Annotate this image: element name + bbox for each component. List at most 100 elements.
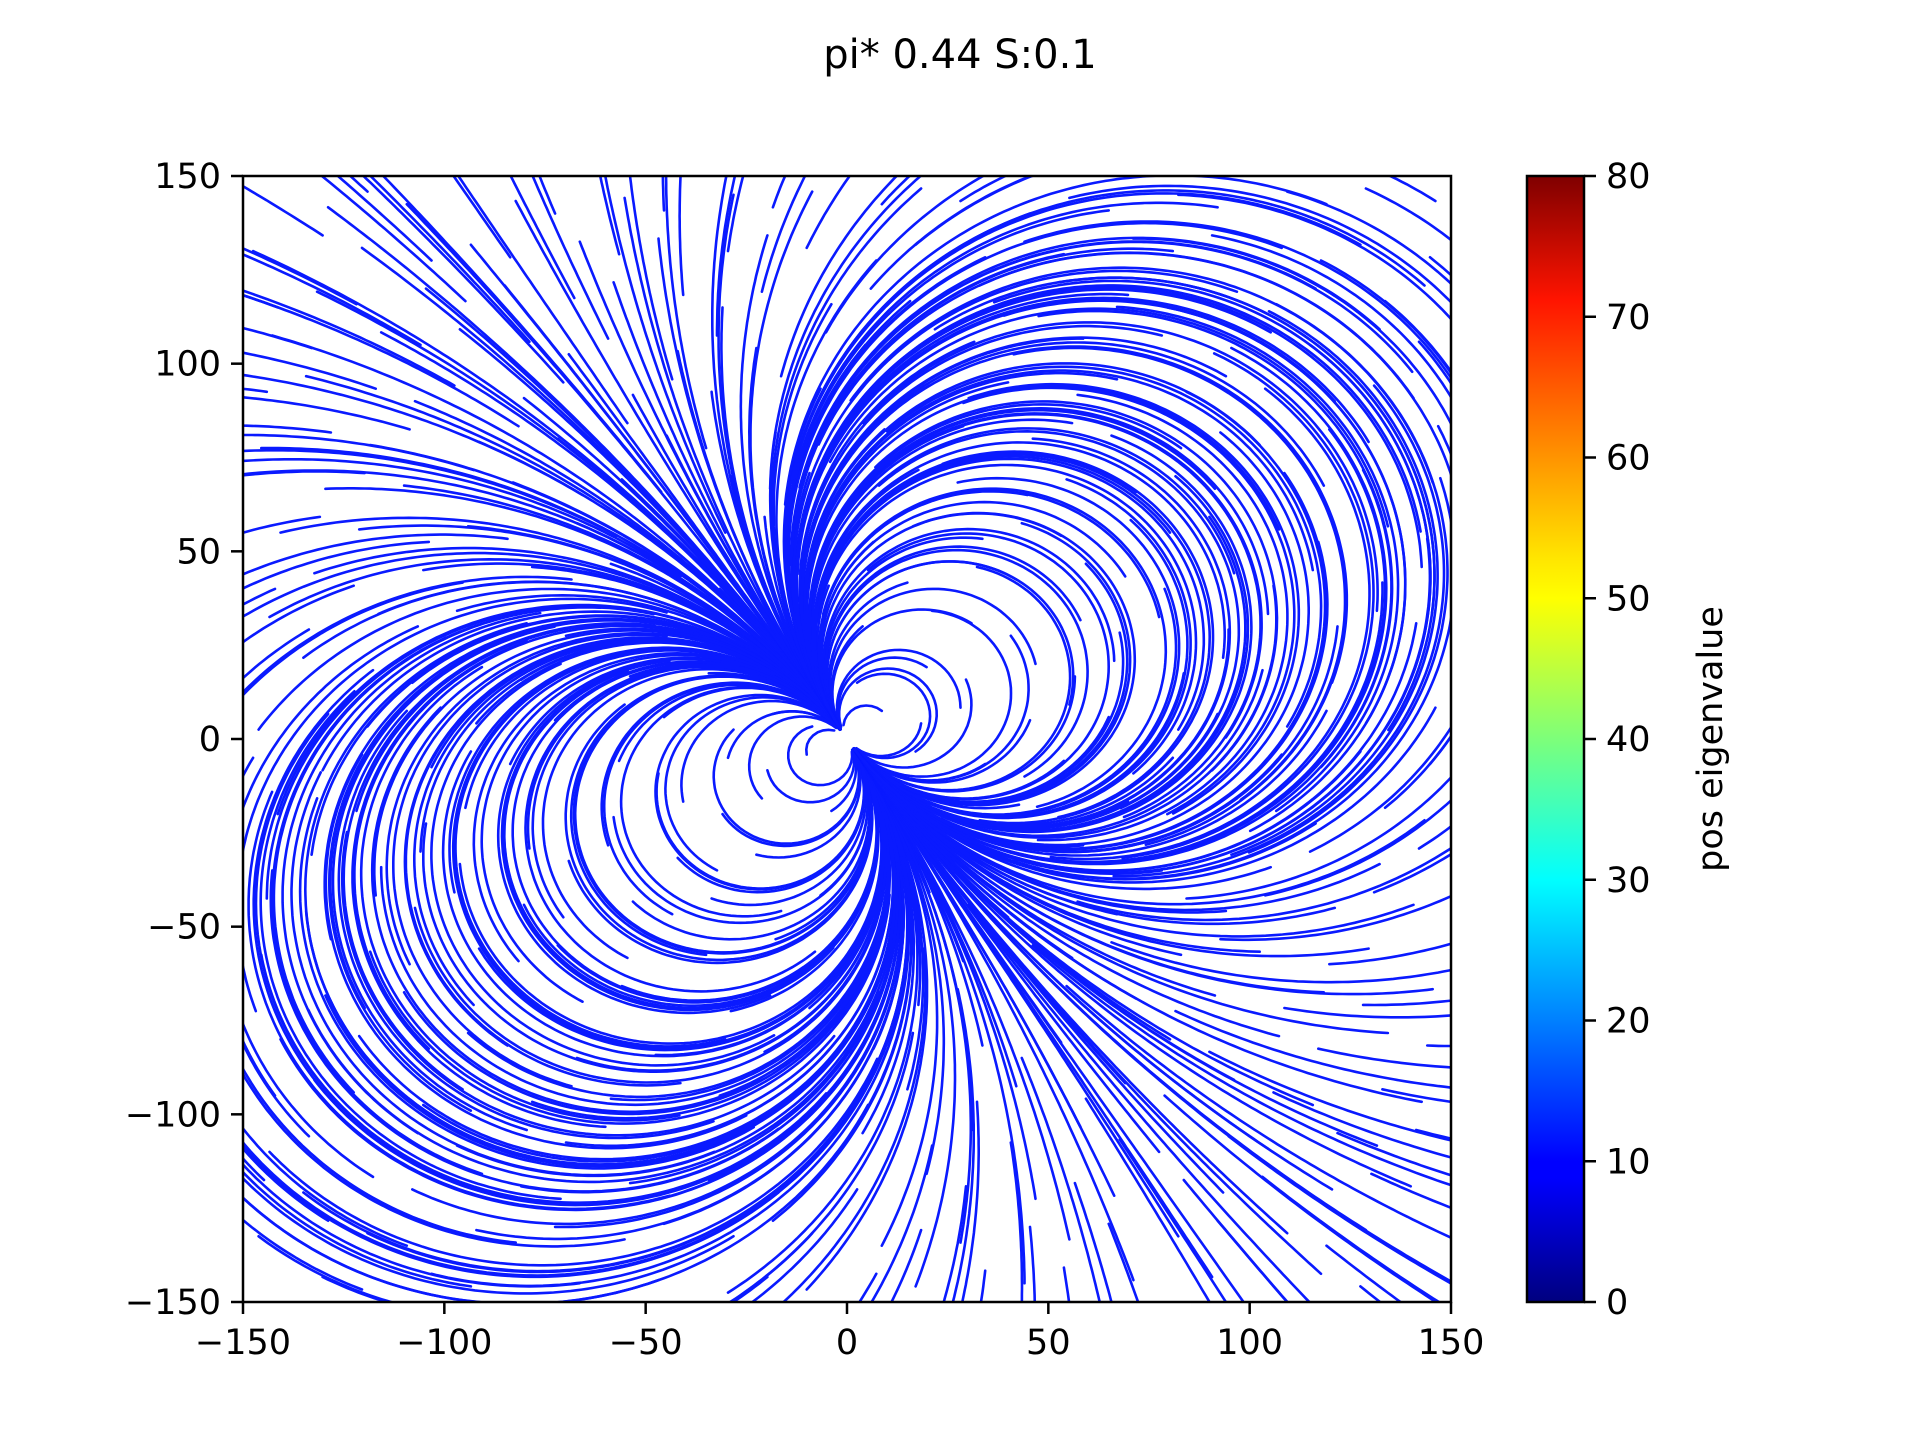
streamline bbox=[619, 685, 839, 918]
streamline bbox=[628, 176, 674, 381]
streamline bbox=[480, 653, 840, 1003]
streamline bbox=[243, 293, 520, 428]
streamline bbox=[805, 384, 1281, 669]
streamline bbox=[853, 675, 1077, 793]
streamline bbox=[1068, 184, 1451, 304]
streamline bbox=[707, 671, 839, 729]
colorbar-tick-label: 10 bbox=[1606, 1142, 1651, 1182]
streamline bbox=[857, 1272, 878, 1302]
streamline bbox=[319, 176, 467, 303]
streamline bbox=[502, 750, 879, 1010]
streamline bbox=[1028, 1225, 1037, 1302]
streamline bbox=[810, 427, 1236, 730]
streamline bbox=[1049, 387, 1371, 861]
streamline bbox=[853, 749, 1071, 1241]
streamline bbox=[853, 706, 1437, 884]
streamline bbox=[798, 236, 1381, 489]
streamline bbox=[803, 296, 1370, 521]
y-axis: −150 −100 −50 0 50 100 150 bbox=[125, 157, 243, 1323]
streamline bbox=[331, 625, 556, 1132]
streamline bbox=[870, 1144, 934, 1302]
streamline bbox=[961, 468, 1393, 866]
streamline bbox=[430, 662, 776, 1067]
streamline bbox=[785, 201, 1219, 633]
streamline bbox=[404, 642, 682, 1087]
streamline bbox=[1387, 176, 1437, 203]
streamline bbox=[1359, 1285, 1383, 1302]
streamline bbox=[351, 640, 607, 1129]
streamline bbox=[673, 631, 840, 729]
streamline bbox=[771, 176, 787, 209]
streamline bbox=[960, 1100, 980, 1302]
streamline bbox=[787, 221, 1283, 588]
streamline bbox=[243, 628, 311, 680]
streamline bbox=[243, 449, 618, 537]
streamline bbox=[243, 351, 377, 390]
y-tick-label: 150 bbox=[154, 157, 221, 197]
streamline bbox=[335, 176, 433, 262]
streamline bbox=[726, 176, 745, 253]
streamline bbox=[243, 433, 475, 472]
streamline bbox=[842, 704, 884, 727]
streamline bbox=[817, 251, 1415, 446]
streamline bbox=[454, 647, 727, 1048]
streamline bbox=[800, 341, 1326, 596]
streamline bbox=[854, 609, 1013, 778]
streamline bbox=[770, 187, 923, 728]
streamline bbox=[368, 176, 531, 344]
streamline bbox=[824, 545, 1082, 727]
streamline bbox=[243, 587, 277, 606]
streamline bbox=[854, 518, 1189, 819]
streamline bbox=[1174, 1009, 1451, 1089]
x-tick-label: 100 bbox=[1216, 1323, 1283, 1363]
streamline bbox=[890, 1228, 923, 1302]
streamline bbox=[243, 1140, 825, 1277]
streamline bbox=[321, 1275, 392, 1302]
streamline bbox=[368, 893, 891, 1125]
streamline bbox=[731, 1275, 769, 1302]
streamline bbox=[496, 657, 772, 1015]
y-tick-label: 100 bbox=[154, 345, 221, 385]
streamline bbox=[1185, 775, 1451, 900]
streamline bbox=[1112, 384, 1446, 878]
streamline bbox=[337, 709, 715, 1140]
streamline bbox=[1417, 340, 1451, 386]
streamline bbox=[243, 1162, 582, 1288]
streamline bbox=[805, 176, 852, 250]
colorbar-tick-label: 30 bbox=[1606, 861, 1651, 901]
streamline bbox=[276, 603, 841, 816]
streamline bbox=[747, 715, 838, 800]
y-tick-label: −100 bbox=[125, 1095, 221, 1135]
streamline bbox=[1272, 1091, 1451, 1159]
colorbar bbox=[1525, 174, 1586, 1304]
streamline bbox=[254, 712, 587, 1205]
streamline bbox=[243, 247, 358, 306]
colorbar-label: pos eigenvalue bbox=[1691, 606, 1731, 872]
streamline bbox=[243, 551, 716, 619]
streamline bbox=[1428, 734, 1451, 766]
streamline bbox=[243, 373, 584, 497]
streamline bbox=[564, 703, 874, 962]
streamline bbox=[825, 560, 1075, 728]
streamline bbox=[620, 749, 878, 1002]
streamline bbox=[837, 667, 939, 753]
streamline bbox=[779, 176, 899, 378]
streamline bbox=[914, 176, 1036, 247]
streamline bbox=[243, 469, 780, 659]
streamline bbox=[370, 706, 761, 1114]
streamline bbox=[718, 587, 841, 730]
streamline bbox=[1328, 942, 1451, 966]
streamline bbox=[853, 749, 897, 966]
streamline bbox=[821, 487, 1168, 808]
streamline bbox=[1308, 725, 1451, 853]
streamline bbox=[243, 1218, 364, 1291]
streamline bbox=[962, 386, 1296, 816]
streamline bbox=[243, 184, 324, 237]
streamline bbox=[929, 537, 1432, 875]
streamline bbox=[855, 678, 973, 769]
streamline bbox=[243, 1071, 626, 1248]
streamline bbox=[855, 631, 1125, 804]
streamline bbox=[1023, 220, 1451, 381]
streamline bbox=[822, 527, 1116, 730]
streamline bbox=[567, 353, 842, 731]
